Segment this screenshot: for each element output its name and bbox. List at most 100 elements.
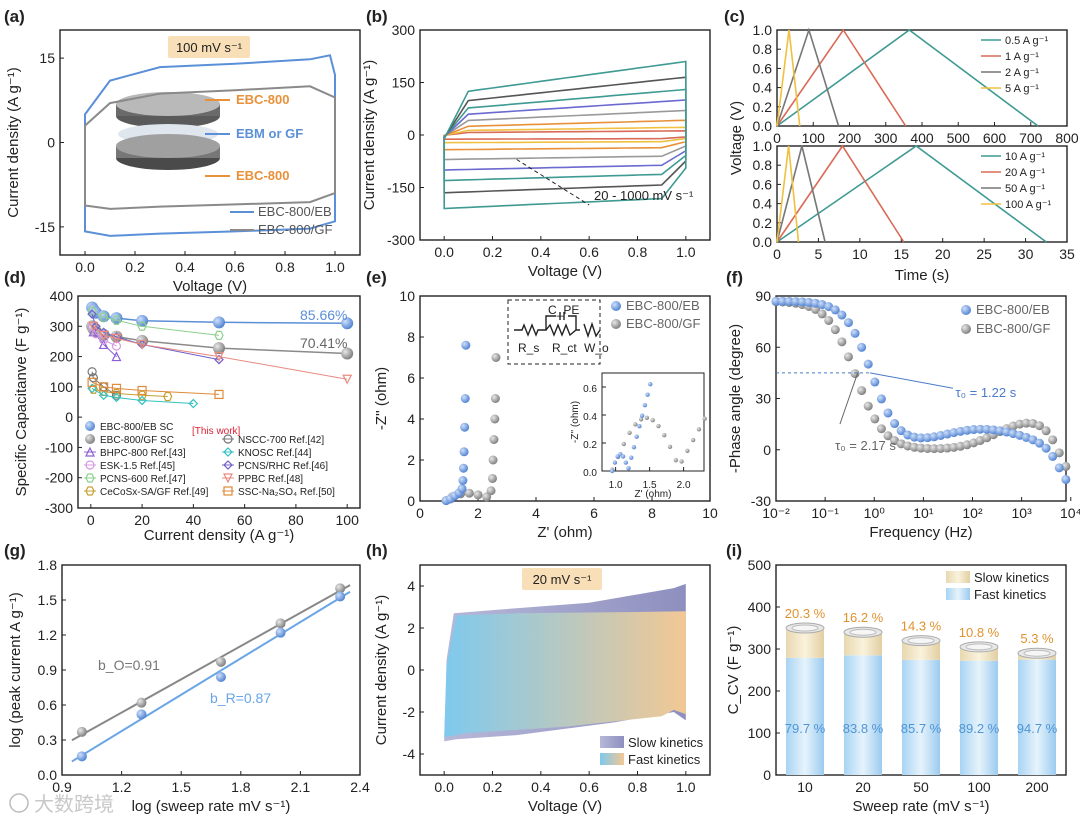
panel-f-xtick-label: 10⁻²	[762, 505, 790, 521]
panel-g: 0.9 1.2 1.5 1.8 2.1 2.4 0.0 0.3 0.6 0.9 1.2 1.5 1.8 l…	[7, 557, 370, 815]
gf-point	[811, 304, 821, 314]
panel-i-xtick-label: 20	[855, 779, 871, 795]
panel-g-xtick-label: 1.2	[112, 779, 132, 795]
circuit-wo: W_o	[584, 341, 609, 355]
fast-pct-label: 89.2 %	[959, 721, 1000, 736]
legend-marker	[223, 460, 233, 470]
gf-point	[923, 443, 933, 453]
slow-pct-label: 14.3 %	[901, 619, 942, 634]
eb-point	[1034, 438, 1044, 448]
inset-eb-point	[648, 382, 653, 387]
inset-eb-point	[631, 445, 637, 450]
panel-f-xtick-label: 10³	[1012, 505, 1033, 521]
panel-a-xtick-label: 0.0	[75, 259, 95, 275]
panel-label-c: (c)	[724, 7, 745, 26]
fast-pct-label: 85.7 %	[901, 721, 942, 736]
panel-i-xtick-label: 200	[1025, 779, 1049, 795]
eb-point	[923, 433, 933, 443]
panel-i-ytick-label: 500	[748, 557, 772, 573]
inset-ytick-label: 0.4	[583, 412, 597, 423]
gf-point	[876, 424, 886, 434]
panel-c-bottom-xtick-label: 0	[773, 246, 781, 262]
panel-h-xlabel: Voltage (V)	[528, 798, 602, 815]
inset-eb-point	[610, 468, 615, 474]
data-point	[87, 383, 97, 394]
gf-point	[824, 315, 834, 325]
legend-swatch	[600, 753, 624, 765]
panel-b-xlabel: Voltage (V)	[528, 263, 602, 280]
bar-cap-inner	[1023, 649, 1051, 657]
inset-xlabel: Z' (ohm)	[635, 489, 672, 500]
rate-arrow	[516, 159, 590, 206]
eb-point	[876, 394, 886, 404]
panel-g-xtick-label: 1.5	[171, 779, 191, 795]
legend-marker	[961, 305, 971, 315]
panel-c-top-ytick-label: 0.0	[753, 118, 773, 134]
panel-b-ylabel: Current density (A g⁻¹)	[361, 60, 378, 210]
panel-b-ytick-label: 0	[407, 127, 415, 143]
eb-point	[916, 433, 926, 443]
panel-h-xtick-label: 0.6	[579, 779, 599, 795]
panel-a-xtick-label: 0.4	[175, 259, 195, 275]
data-point	[215, 672, 226, 682]
panel-g-ytick-label: 1.2	[38, 627, 58, 643]
panel-c-top-ytick-label: 0.2	[753, 99, 773, 115]
legend-label: EBC-800/GF	[626, 316, 700, 331]
panel-g-ytick-label: 0.3	[38, 732, 58, 748]
legend-label: 10 A g⁻¹	[1005, 151, 1045, 163]
eb-point	[784, 296, 794, 306]
panel-h-xtick-label: 0.2	[483, 779, 503, 795]
panel-b-xtick-label: 0.4	[531, 244, 551, 260]
gf-point	[486, 486, 496, 496]
gf-point	[817, 309, 827, 319]
legend-label: SSC-Na₂SO₄ Ref.[50]	[238, 487, 335, 498]
scan-rate-badge-text: 20 mV s⁻¹	[533, 572, 593, 587]
gf-point	[883, 431, 893, 441]
panel-g-xlabel: log (sweep rate mV s⁻¹)	[132, 798, 291, 815]
br-label: b_R=0.87	[210, 690, 271, 706]
panel-d-ytick-label: 200	[50, 349, 74, 365]
data-point	[341, 347, 354, 360]
legend-label: Fast kinetics	[974, 587, 1047, 602]
panel-a-ytick-label: 15	[39, 50, 55, 66]
panel-c-bottom-xtick-label: 20	[935, 246, 951, 262]
fit-line	[71, 590, 351, 763]
panel-b-xtick-label: 0.2	[483, 244, 503, 260]
gf-point	[1021, 418, 1031, 428]
data-point	[111, 315, 122, 325]
panel-c-top-xtick-label: 400	[910, 130, 934, 146]
cv-loop-EBC-800/GF	[84, 85, 336, 210]
panel-b-frame	[419, 29, 711, 241]
inset-gf-point	[627, 430, 632, 435]
panel-f-ytick-label: 60	[755, 339, 771, 355]
tau-eb-arrow	[869, 372, 954, 389]
gf-point	[909, 442, 919, 452]
panel-g-xtick-label: 2.1	[291, 779, 311, 795]
panel-a-xtick-label: 0.2	[125, 259, 145, 275]
panel-label-f: (f)	[726, 268, 743, 287]
data-point	[213, 342, 225, 355]
legend-marker	[961, 324, 971, 334]
panel-c-top-xtick-label: 500	[947, 130, 971, 146]
eb-point	[1041, 443, 1051, 453]
panel-i: 0 100 200 300 400 500 Sweep rate (mV s⁻¹) C_CV …	[725, 557, 1067, 815]
gf-point	[863, 401, 873, 411]
eb-point	[969, 425, 979, 435]
panel-d: 0 20 40 60 80 100 -300 -200 -100 0 100 200 300 400 Cur…	[13, 288, 361, 544]
eb-point	[896, 426, 906, 436]
panel-label-b: (b)	[366, 7, 388, 26]
data-point	[275, 627, 286, 638]
data-point	[111, 383, 122, 393]
data-point	[136, 709, 147, 720]
legend-label: 2 A g⁻¹	[1005, 67, 1039, 79]
eb-point	[791, 297, 801, 307]
legend-label: 5 A g⁻¹	[1005, 83, 1039, 95]
panel-d-xtick-label: 40	[186, 512, 202, 528]
data-point	[188, 398, 199, 409]
eb-point	[843, 318, 853, 328]
panel-g-xtick-label: 0.9	[52, 779, 72, 795]
cv-curve	[443, 60, 687, 210]
slow-pct-label: 20.3 %	[785, 606, 826, 621]
panel-d-ytick-label: -300	[45, 500, 73, 516]
